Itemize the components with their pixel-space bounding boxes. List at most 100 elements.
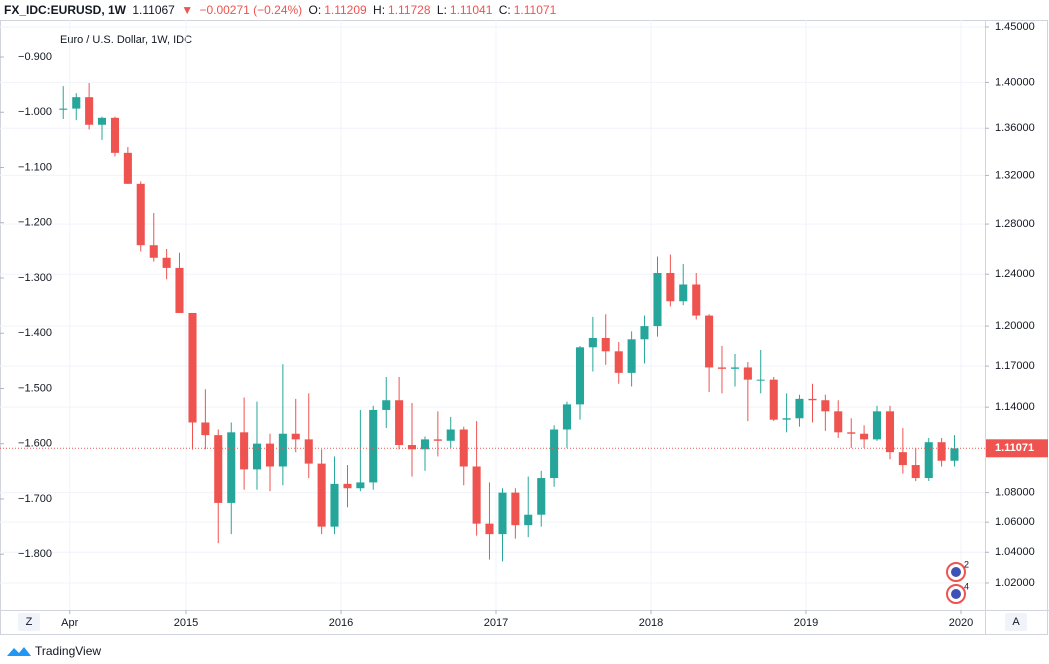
candle-body (911, 465, 920, 479)
candle-body (214, 435, 223, 503)
change: −0.00271 (−0.24%) (199, 3, 303, 17)
y2-tick-label: −1.700 (18, 493, 52, 505)
candle-body (847, 432, 856, 434)
candle-body (369, 409, 378, 483)
candle-body (860, 433, 869, 440)
open: 1.11209 (324, 3, 367, 17)
event-flag (951, 589, 961, 599)
y-tick-label: 1.08000 (995, 487, 1035, 499)
y-tick-label: 1.45000 (995, 21, 1035, 33)
y2-tick-label: −1.800 (18, 548, 52, 560)
y-tick-label: 1.17000 (995, 360, 1035, 372)
candle-body (136, 183, 145, 246)
candle-body (459, 429, 468, 467)
y-tick-label: 1.32000 (995, 169, 1035, 181)
x-tick-label: 2017 (484, 617, 508, 629)
low: 1.11041 (449, 3, 493, 17)
candle-body (162, 257, 171, 268)
x-tick-label: Apr (61, 617, 78, 629)
last-price: 1.11067 (132, 3, 175, 17)
candle-body (717, 367, 727, 369)
x-tick-label: 2016 (329, 617, 353, 629)
candle-body (317, 463, 326, 527)
candle-body (692, 284, 701, 316)
candle-body (756, 379, 765, 381)
legend-header: FX_IDC:EURUSD, 1W 1.11067 ▼ −0.00271 (−0… (4, 2, 559, 18)
c-label: C: (498, 3, 511, 17)
symbol[interactable]: FX_IDC:EURUSD, 1W (4, 3, 127, 17)
candle-body (446, 429, 455, 441)
candle-body (240, 432, 249, 470)
high: 1.11728 (388, 3, 431, 17)
candle-body (123, 152, 132, 184)
candle-body (575, 347, 585, 405)
y2-tick-label: −1.000 (18, 106, 52, 118)
last-price-box (986, 439, 1048, 458)
candle-body (679, 284, 688, 302)
footer: TradingView (6, 644, 101, 658)
y-tick-label: 1.20000 (995, 320, 1035, 332)
candle-body (356, 482, 365, 489)
candle-body (950, 448, 959, 461)
l-label: L: (436, 3, 447, 17)
candle-body (85, 97, 94, 125)
x-tick-label: 2015 (174, 617, 198, 629)
button-z[interactable]: Z (26, 616, 33, 628)
y2-tick-label: −1.600 (18, 438, 52, 450)
candle-body (898, 452, 907, 466)
candle-body (175, 267, 184, 313)
brand[interactable]: TradingView (35, 644, 102, 658)
close: 1.11071 (513, 3, 557, 17)
x-tick-label: 2020 (949, 617, 973, 629)
logo-shape (7, 647, 31, 656)
candle-body (640, 326, 649, 340)
candle-body (705, 315, 714, 368)
candle-body (97, 117, 107, 125)
candle-body (924, 442, 933, 479)
candle-body (872, 411, 882, 440)
candle-body (653, 272, 662, 327)
candle-body (382, 400, 391, 410)
candle-body (304, 439, 313, 464)
candle-body (511, 492, 520, 526)
candle-body (550, 429, 559, 479)
button-bg[interactable] (1005, 613, 1027, 631)
candle-body (407, 445, 417, 450)
y-tick-label: 1.36000 (995, 122, 1035, 134)
button-bg[interactable] (18, 613, 40, 631)
frame (0, 20, 1048, 635)
x-tick-label: 2018 (639, 617, 663, 629)
candle-body (252, 443, 262, 470)
candle-body (808, 398, 817, 401)
candle-body (601, 337, 610, 352)
candle-body (834, 411, 843, 433)
candle-body (265, 443, 275, 467)
candle-body (485, 523, 494, 535)
candle-body (330, 483, 339, 527)
candle-body (227, 432, 236, 503)
y-tick-label: 1.02000 (995, 577, 1035, 589)
candle-body (562, 404, 572, 430)
candle-body (627, 339, 636, 373)
change-arrow: ▼ (181, 3, 194, 17)
candle-body (885, 411, 895, 453)
candle-body (110, 117, 120, 153)
y2-tick-label: −0.900 (18, 51, 52, 63)
candle-body (291, 433, 300, 440)
candle-body (59, 108, 68, 110)
candle-body (420, 439, 430, 450)
logo (7, 647, 31, 656)
event-flag (951, 567, 961, 577)
candle-body (743, 367, 752, 380)
y-tick-label: 1.28000 (995, 218, 1035, 230)
candle-body (472, 466, 481, 524)
y-tick-label: 1.04000 (995, 546, 1035, 558)
candle-body (395, 400, 404, 446)
button-a[interactable]: A (1012, 616, 1020, 628)
last-price-label: 1.11071 (995, 442, 1034, 454)
event-count: 2 (964, 559, 969, 569)
event-count: 4 (964, 581, 969, 591)
candle-body (666, 272, 675, 302)
y-tick-label: 1.06000 (995, 516, 1035, 528)
y2-tick-label: −1.500 (18, 382, 52, 394)
